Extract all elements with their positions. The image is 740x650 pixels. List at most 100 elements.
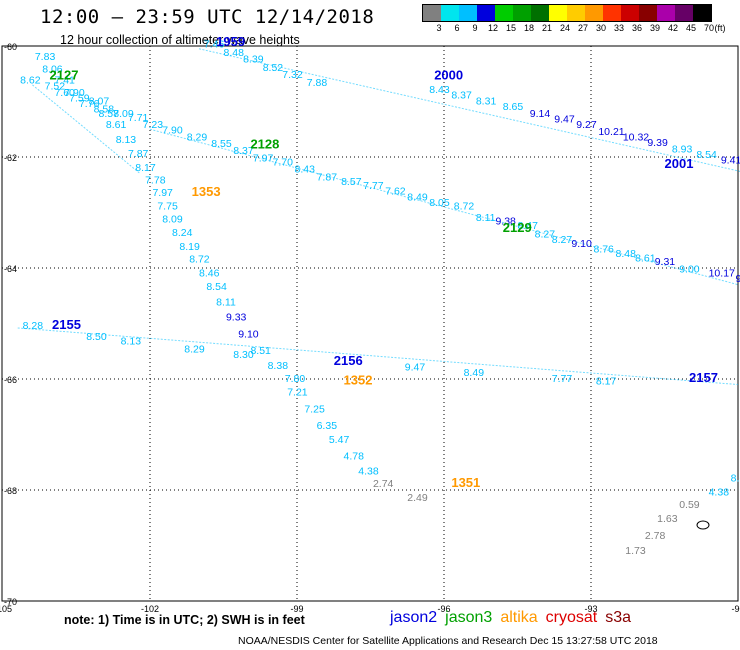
wave-height-label: 8.50 xyxy=(86,331,107,343)
color-legend-label: 3 xyxy=(436,23,442,33)
wave-height-label: 8.37 xyxy=(451,90,472,102)
wave-height-label: 8.54 xyxy=(696,149,717,161)
map-title: 12:00 – 23:59 UTC 12/14/2018 xyxy=(40,6,375,28)
satellite-name: cryosat xyxy=(545,609,598,626)
wave-height-label: 7.46 xyxy=(204,39,225,51)
color-legend-swatch xyxy=(639,5,657,21)
wave-height-label: 7.77 xyxy=(552,373,573,385)
color-legend-swatch xyxy=(495,5,513,21)
wave-height-label: 7.90 xyxy=(162,125,183,137)
color-legend-swatch xyxy=(603,5,621,21)
wave-height-label: 7.23 xyxy=(143,119,164,131)
lon-tick-label: -93 xyxy=(584,604,597,614)
wave-height-label: 8.43 xyxy=(295,164,316,176)
map-frame xyxy=(1,45,739,602)
color-legend-swatch xyxy=(675,5,693,21)
wave-height-label: 8.54 xyxy=(206,281,227,293)
wave-height-label: 8.11 xyxy=(476,212,496,224)
track-line xyxy=(32,84,141,175)
wave-height-label: 7.75 xyxy=(157,201,178,213)
color-legend-swatch xyxy=(441,5,459,21)
satellite-name: jason2 xyxy=(390,609,438,626)
track-line xyxy=(198,48,740,172)
satellite-name: altika xyxy=(500,609,538,626)
wave-height-label: 2.49 xyxy=(407,492,428,504)
wave-height-label: 10.32 xyxy=(623,131,649,143)
lon-tick-label: -99 xyxy=(290,604,303,614)
satellite-tracks xyxy=(17,48,740,386)
wave-height-label: 8.43 xyxy=(429,84,450,96)
wave-height-label: 8.29 xyxy=(184,343,205,355)
color-legend-swatch xyxy=(549,5,567,21)
wave-height-label: 8.57 xyxy=(341,176,362,188)
wave-height-label: 8.48 xyxy=(224,47,245,59)
wave-height-label: 7.77 xyxy=(363,180,384,192)
wave-height-label: 8.27 xyxy=(552,234,573,246)
wave-height-label: 8.38 xyxy=(268,360,289,372)
wave-height-label: 9.00 xyxy=(679,263,700,275)
wave-height-label: 8.11 xyxy=(216,297,236,309)
lat-tick-label: -66 xyxy=(4,375,17,385)
island-outline xyxy=(696,520,710,530)
wave-height-label: 9.39 xyxy=(647,137,668,149)
wave-height-label: 8.72 xyxy=(454,201,475,213)
color-legend-swatch xyxy=(567,5,585,21)
wave-height-label: 8.49 xyxy=(464,367,485,379)
wave-height-label: 8.61 xyxy=(106,119,127,131)
color-legend-label: 12 xyxy=(487,23,499,33)
time-label: 2001 xyxy=(665,156,694,171)
wave-height-label: 2.74 xyxy=(373,478,394,490)
wave-height-label: 9.47 xyxy=(405,362,426,374)
wave-height-label: 8.27 xyxy=(535,228,556,240)
wave-height-label: 7.25 xyxy=(304,403,325,415)
color-legend: 3 6 9 12 15 18 21 24 27 30 33 36 39 42 45 70 (ft) xyxy=(422,4,726,36)
color-legend-labels: 3 6 9 12 15 18 21 24 27 30 33 36 39 42 45 70 (ft) xyxy=(422,22,725,36)
color-legend-label: 18 xyxy=(523,23,535,33)
wave-height-label: 9.10 xyxy=(238,328,259,340)
wave-height-label: 7.97 xyxy=(152,187,173,199)
islands xyxy=(696,520,710,530)
footer-credit: NOAA/NESDIS Center for Satellite Applica… xyxy=(238,635,658,647)
wave-height-label: 9.10 xyxy=(571,238,592,250)
color-legend-label: 70 xyxy=(703,23,715,33)
wave-height-label: 7.41 xyxy=(54,75,75,87)
wave-height-label: 8.49 xyxy=(407,191,428,203)
wave-height-label: 9.27 xyxy=(576,119,597,131)
wave-height-label: 7.87 xyxy=(128,148,149,160)
color-legend-swatch xyxy=(477,5,495,21)
wave-height-label: 8.37 xyxy=(233,145,254,157)
color-legend-swatches xyxy=(422,4,712,22)
wave-height-label: 8.09 xyxy=(162,213,183,225)
color-legend-label: 33 xyxy=(613,23,625,33)
lon-tick-label: -102 xyxy=(141,604,159,614)
color-legend-swatch xyxy=(621,5,639,21)
time-label: 2127 xyxy=(50,67,79,82)
wave-height-label: 8.72 xyxy=(189,253,210,265)
time-label: 1351 xyxy=(451,475,480,490)
wave-height-label: 9.47 xyxy=(554,114,575,126)
lon-tick-label: -105 xyxy=(0,604,12,614)
time-label: 2129 xyxy=(503,220,532,235)
wave-height-label: 9.14 xyxy=(530,108,551,120)
wave-height-label: 8.09 xyxy=(113,108,134,120)
wave-height-label: 8.51 xyxy=(250,345,271,357)
time-label: 2157 xyxy=(689,370,718,385)
wave-height-label: 10.21 xyxy=(598,126,624,138)
time-label: 1959 xyxy=(216,34,245,49)
wave-height-label: 7.70 xyxy=(273,156,294,168)
lat-lon-grid xyxy=(2,46,738,601)
wave-height-label: 8.58 xyxy=(94,104,115,116)
lat-tick-label: -70 xyxy=(4,597,17,607)
lon-tick-label: -90 xyxy=(731,604,740,614)
wave-height-label: 8.19 xyxy=(179,241,200,253)
time-label: 1352 xyxy=(344,373,373,388)
wave-height-label: 8.65 xyxy=(503,101,524,113)
wave-height-label: 8.52 xyxy=(263,62,284,74)
color-legend-label: 24 xyxy=(559,23,571,33)
wave-height-label: 8.46 xyxy=(199,267,220,279)
wave-height-label: 7.78 xyxy=(145,175,166,187)
color-legend-swatch xyxy=(585,5,603,21)
wave-height-label: 9.54 xyxy=(736,273,740,285)
footer-note: note: 1) Time is in UTC; 2) SWH is in fe… xyxy=(64,613,305,627)
